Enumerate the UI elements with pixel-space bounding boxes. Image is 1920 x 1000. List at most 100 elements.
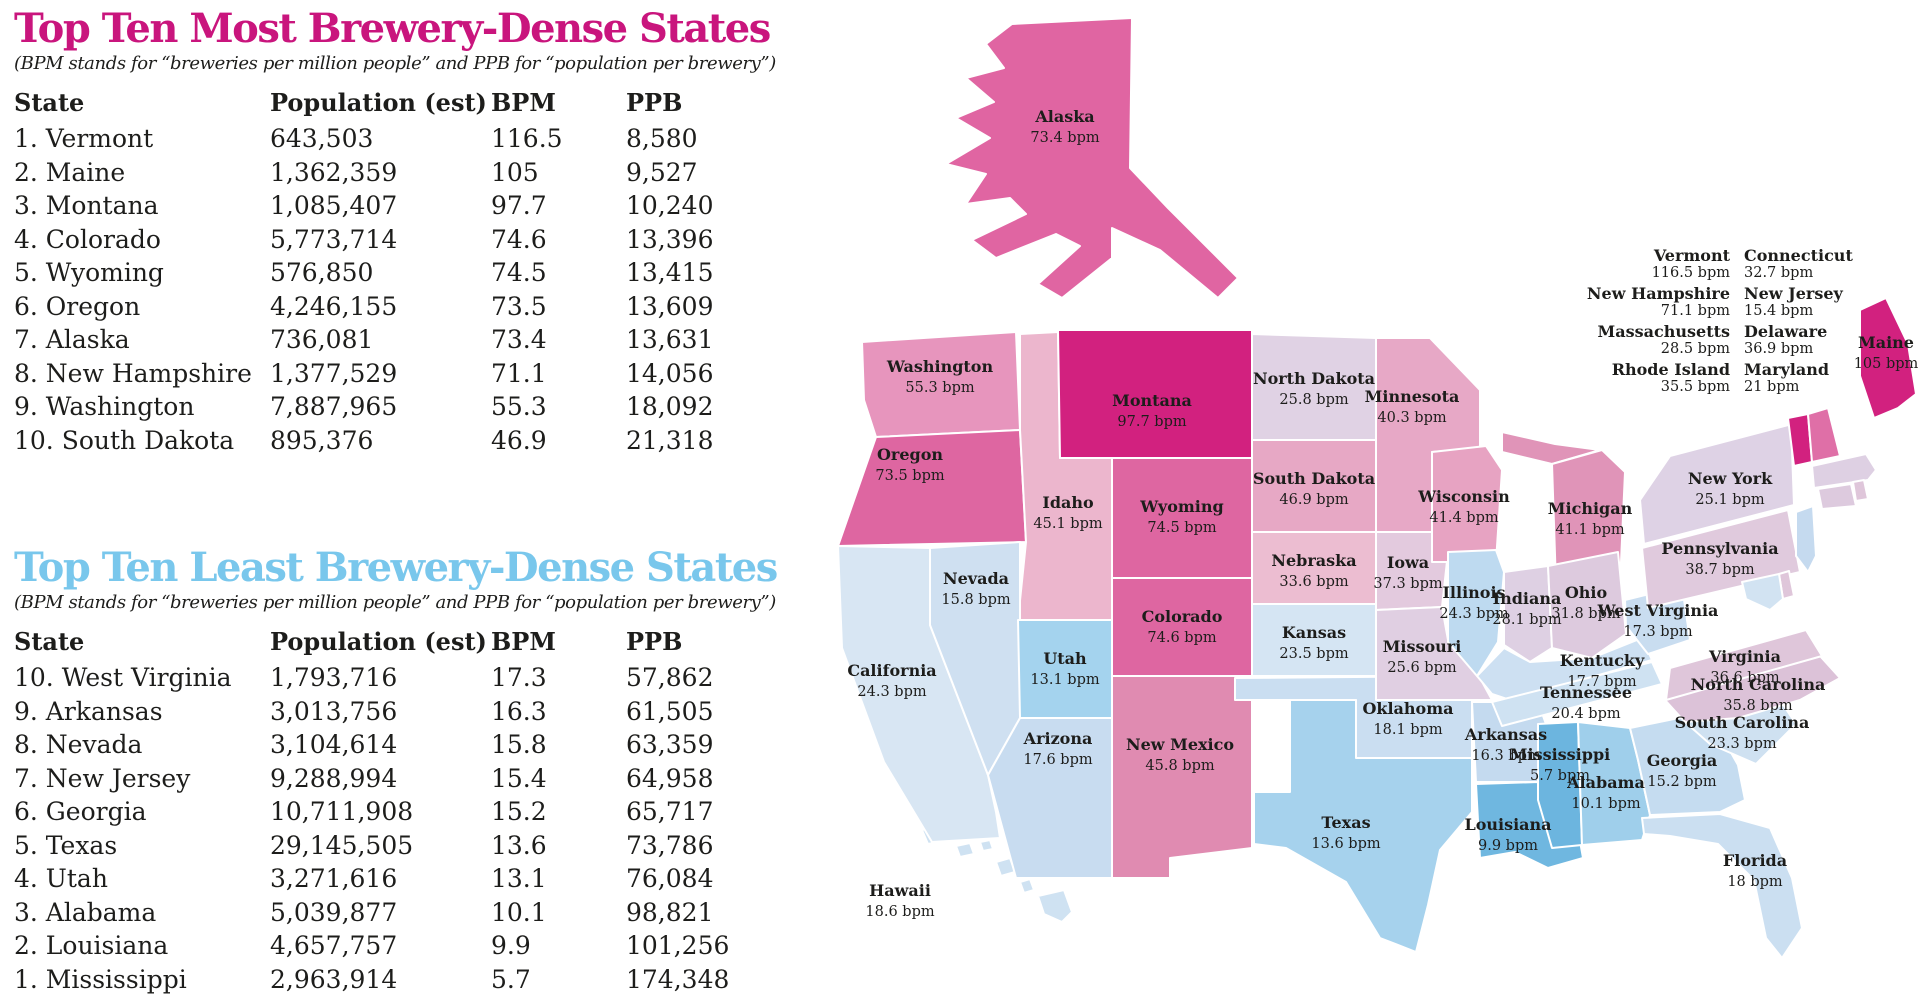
state-value-nebraska: 33.6 bpm: [1279, 574, 1348, 590]
callout-state-name: New Jersey: [1744, 284, 1843, 303]
cell-state: 9. Arkansas: [14, 696, 163, 726]
state-value-utah: 13.1 bpm: [1030, 672, 1099, 688]
cell-ppb: 8,580: [626, 124, 698, 153]
callout-state-name: Connecticut: [1744, 246, 1853, 265]
state-shape-wyoming: [1111, 457, 1253, 579]
cell-ppb: 73,786: [626, 830, 714, 860]
cell-ppb: 13,396: [626, 224, 714, 254]
callout-state-value: 116.5 bpm: [1651, 265, 1730, 281]
cell-bpm: 46.9: [491, 425, 547, 455]
cell-bpm: 74.6: [491, 224, 547, 254]
cell-bpm: 13.1: [491, 864, 547, 893]
callout-state-name: Maryland: [1744, 360, 1830, 379]
cell-population: 5,773,714: [270, 224, 398, 254]
state-value-michigan: 41.1 bpm: [1555, 522, 1624, 538]
table-row: 2. Louisiana 4,657,757 9.9 101,256: [14, 931, 780, 965]
cell-population: 1,793,716: [270, 663, 398, 692]
cell-ppb: 10,240: [626, 191, 714, 220]
section-most-dense: Top Ten Most Brewery-Dense States (BPM s…: [14, 6, 780, 459]
state-shape-virginia: [1665, 629, 1823, 701]
state-shape-colorado: [1111, 577, 1253, 677]
state-value-montana: 97.7 bpm: [1117, 414, 1186, 430]
column-header-state: State: [14, 627, 85, 656]
column-header-population-est-: Population (est): [270, 627, 487, 656]
cell-state: 3. Montana: [14, 191, 159, 220]
cell-state: 5. Texas: [14, 830, 118, 860]
cell-ppb: 13,415: [626, 258, 714, 287]
state-value-oklahoma: 18.1 bpm: [1373, 722, 1442, 738]
state-value-nevada: 15.8 bpm: [941, 592, 1010, 608]
state-label-missouri: Missouri: [1383, 637, 1462, 656]
cell-ppb: 64,958: [626, 763, 714, 793]
state-label-wyoming: Wyoming: [1139, 497, 1223, 516]
tables-panel: Top Ten Most Brewery-Dense States (BPM s…: [14, 6, 780, 996]
cell-population: 1,362,359: [270, 157, 398, 187]
state-label-kentucky: Kentucky: [1560, 651, 1645, 670]
state-value-south-carolina: 23.3 bpm: [1707, 736, 1776, 752]
callout-state-value: 35.5 bpm: [1660, 379, 1730, 395]
cell-ppb: 13,631: [626, 325, 714, 354]
state-value-north-dakota: 25.8 bpm: [1279, 392, 1348, 408]
state-label-michigan: Michigan: [1548, 499, 1633, 518]
cell-ppb: 98,821: [626, 897, 714, 927]
us-map-svg: Alaska 73.4 bpm Hawaii 18.6 bpm Washington 55…: [837, 17, 1919, 959]
cell-bpm: 5.7: [491, 964, 531, 994]
table-row: 7. New Jersey 9,288,994 15.4 64,958: [14, 764, 780, 798]
state-shape-alaska: [945, 17, 1239, 299]
state-value-arizona: 17.6 bpm: [1023, 752, 1092, 768]
callout-entry-massachusetts: Massachusetts 28.5 bpm: [1580, 322, 1730, 358]
cell-population: 895,376: [270, 425, 374, 455]
cell-state: 5. Wyoming: [14, 258, 164, 287]
callout-state-value: 21 bpm: [1744, 379, 1800, 395]
table-row: 4. Utah 3,271,616 13.1 76,084: [14, 864, 780, 898]
state-value-alaska: 73.4 bpm: [1030, 130, 1099, 146]
state-value-oregon: 73.5 bpm: [875, 468, 944, 484]
section-least-dense: Top Ten Least Brewery-Dense States (BPM …: [14, 545, 780, 998]
state-shape-maryland: [1741, 573, 1784, 611]
state-shape-maine: [1859, 297, 1917, 419]
table-header-row: State Population (est) BPM PPB: [14, 88, 780, 124]
state-label-utah: Utah: [1043, 649, 1087, 668]
table-most-dense: State Population (est) BPM PPB 1. Vermont 643…: [14, 88, 780, 459]
state-shape-connecticut: [1817, 483, 1857, 510]
state-value-tennessee: 20.4 bpm: [1551, 706, 1620, 722]
table-row: 9. Arkansas 3,013,756 16.3 61,505: [14, 697, 780, 731]
cell-population: 643,503: [270, 124, 374, 153]
table-row: 9. Washington 7,887,965 55.3 18,092: [14, 392, 780, 426]
cell-state: 2. Maine: [14, 157, 126, 187]
cell-ppb: 76,084: [626, 864, 714, 893]
cell-population: 10,711,908: [270, 797, 414, 826]
state-label-alaska: Alaska: [1034, 107, 1094, 126]
cell-bpm: 71.1: [491, 358, 547, 388]
callout-state-value: 32.7 bpm: [1744, 265, 1814, 281]
state-value-kentucky: 17.7 bpm: [1567, 674, 1636, 690]
cell-population: 736,081: [270, 325, 374, 354]
state-value-idaho: 45.1 bpm: [1033, 516, 1102, 532]
cell-state: 1. Vermont: [14, 124, 154, 153]
callout-state-value: 71.1 bpm: [1660, 303, 1730, 319]
section-subtitle-least: (BPM stands for “breweries per million p…: [14, 592, 776, 613]
cell-state: 10. South Dakota: [14, 425, 235, 455]
column-header-ppb: PPB: [626, 88, 683, 117]
state-label-california: California: [847, 661, 936, 680]
cell-population: 7,887,965: [270, 392, 398, 421]
cell-state: 2. Louisiana: [14, 931, 169, 960]
state-value-indiana: 28.1 bpm: [1492, 612, 1561, 628]
cell-state: 10. West Virginia: [14, 663, 232, 692]
cell-ppb: 14,056: [626, 358, 714, 388]
state-label-alabama: Alabama: [1566, 773, 1645, 792]
state-shape-new-jersey: [1795, 505, 1817, 573]
callout-left-column: Vermont 116.5 bpm New Hampshire 71.1 bpm Mas…: [1580, 246, 1730, 398]
state-shape-rhode-island: [1852, 479, 1869, 502]
cell-population: 5,039,877: [270, 897, 398, 927]
state-label-oregon: Oregon: [877, 445, 943, 464]
cell-state: 3. Alabama: [14, 897, 157, 927]
state-value-hawaii: 18.6 bpm: [865, 904, 934, 920]
cell-ppb: 9,527: [626, 157, 698, 187]
cell-state: 6. Georgia: [14, 797, 147, 826]
state-label-ohio: Ohio: [1565, 583, 1608, 602]
state-label-arizona: Arizona: [1023, 729, 1093, 748]
cell-ppb: 63,359: [626, 730, 714, 759]
state-value-arkansas: 16.3 bpm: [1471, 748, 1540, 764]
state-label-texas: Texas: [1321, 813, 1370, 832]
